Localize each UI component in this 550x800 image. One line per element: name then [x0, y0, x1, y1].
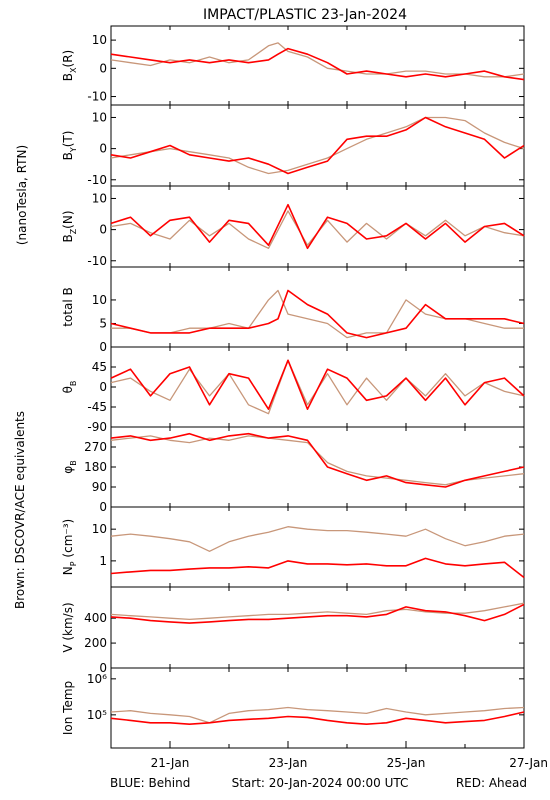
y-tick-label: -10: [87, 173, 107, 187]
panels-group: 100-10BX(R)100-10BY(T)100-10BZ(N)1050tot…: [61, 25, 525, 749]
footer-behind-label: BLUE: Behind: [110, 776, 190, 790]
y-tick-label: 5: [99, 316, 107, 330]
panel-frame: [110, 586, 525, 669]
y-tick-label: 0: [99, 380, 107, 394]
y-tick-label: 10: [92, 110, 107, 124]
series-red-line: [110, 432, 525, 488]
y-tick-label: 90: [92, 480, 107, 494]
y-tick-label: -90: [87, 420, 107, 434]
series-brown-line: [110, 210, 525, 249]
y-tick-label: 180: [84, 460, 107, 474]
y-tick-label: 0: [99, 500, 107, 514]
footer-start-label: Start: 20-Jan-2024 00:00 UTC: [232, 776, 409, 790]
series-brown-line: [110, 435, 525, 486]
panel-frame: [110, 25, 525, 106]
y-tick-label: 270: [84, 440, 107, 454]
y-tick-label: -10: [87, 90, 107, 104]
panel-np: 10 1 NP (cm⁻³): [61, 506, 525, 588]
footer-ahead-label: RED: Ahead: [456, 776, 527, 790]
y-tick-label: -10: [87, 254, 107, 268]
x-tick-label: 21-Jan: [151, 756, 190, 770]
series-brown-line: [110, 526, 525, 552]
y-tick-label: -45: [87, 400, 107, 414]
panel-frame: [110, 426, 525, 508]
y-tick-label: 0: [99, 340, 107, 354]
series-red-line: [110, 47, 525, 81]
x-axis: 21-Jan 23-Jan 25-Jan 27-Jan: [151, 741, 548, 770]
y-tick-label: 0: [99, 661, 107, 675]
panel-bx: 10 0 -10 BX(R): [61, 25, 525, 106]
y-tick-label: 0: [99, 142, 107, 156]
units-label: (nanoTesla, RTN): [15, 145, 29, 245]
x-tick-label: 25-Jan: [387, 756, 426, 770]
panel-phi: 270 180 90 0 φB: [61, 426, 525, 514]
series-red-line: [110, 603, 525, 624]
series-red-line: [110, 203, 525, 250]
series-brown-line: [110, 359, 525, 415]
panel-frame: [110, 667, 525, 749]
y-axis-label: φB: [61, 460, 78, 473]
y-tick-label: 10: [92, 293, 107, 307]
y-tick-label: 200: [84, 636, 107, 650]
y-tick-label: 10: [92, 191, 107, 205]
series-brown-line: [110, 116, 525, 175]
y-axis-label: θB: [61, 381, 78, 394]
panel-theta: 45 0 -45 -90 θB: [61, 346, 525, 434]
y-tick-label: 400: [84, 611, 107, 625]
series-brown-line: [110, 706, 525, 724]
panel-v: 400 200 0 V (km/s): [61, 586, 525, 675]
y-axis-label: total B: [61, 287, 75, 327]
x-tick-label: 23-Jan: [269, 756, 308, 770]
panel-bz: 10 0 -10 BZ(N): [61, 185, 525, 268]
y-axis-label: V (km/s): [61, 602, 75, 652]
y-axis-label: NP (cm⁻³): [61, 519, 78, 575]
y-axis-label: BZ(N): [61, 210, 78, 242]
y-axis-label: Ion Temp: [61, 681, 75, 735]
series-brown-line: [111, 289, 524, 339]
y-axis-label: BY(T): [61, 131, 78, 161]
y-axis-label: BX(R): [61, 50, 78, 81]
panel-frame: [110, 506, 525, 588]
series-red-line: [110, 359, 525, 411]
panel-frame: [110, 266, 525, 348]
y-tick-label: 0: [99, 61, 107, 75]
panel-temp: 10⁶ 10⁵ Ion Temp: [61, 667, 525, 749]
y-tick-label: 10: [92, 522, 107, 536]
series-brown-line: [110, 42, 525, 78]
y-tick-label: 45: [92, 360, 107, 374]
panel-frame: [110, 346, 525, 428]
y-tick-label: 1: [99, 554, 107, 568]
chart-title: IMPACT/PLASTIC 23-Jan-2024: [203, 7, 407, 23]
series-red-line: [110, 289, 525, 339]
panel-frame: [110, 104, 525, 187]
series-red-line: [110, 711, 525, 726]
y-tick-label: 10: [92, 33, 107, 47]
x-tick-label: 27-Jan: [509, 756, 548, 770]
y-tick-label: 0: [99, 223, 107, 237]
panel-frame: [110, 185, 525, 268]
y-tick-label: 10⁵: [87, 708, 107, 722]
panel-btot: 10 5 0 total B: [61, 266, 525, 354]
series-red-line: [110, 557, 525, 579]
series-red-line: [110, 116, 525, 175]
panel-by: 10 0 -10 BY(T): [61, 104, 525, 187]
side-label: Brown: DSCOVR/ACE equivalents: [13, 411, 27, 609]
y-tick-label: 10⁶: [87, 672, 107, 686]
